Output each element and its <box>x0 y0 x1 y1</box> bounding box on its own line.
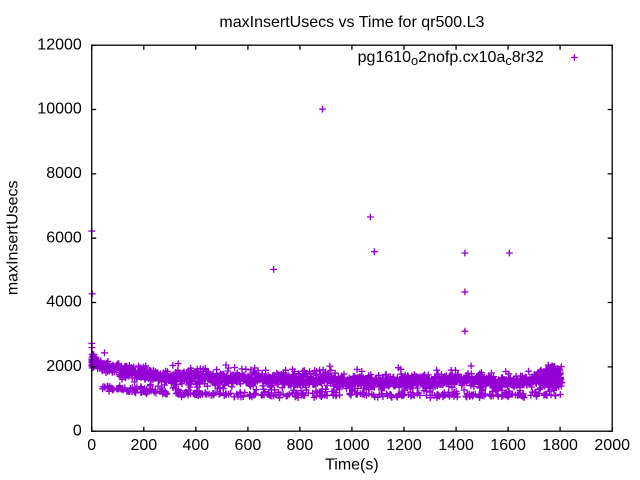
svg-text:Time(s): Time(s) <box>325 457 379 474</box>
svg-text:1400: 1400 <box>438 437 474 454</box>
svg-text:400: 400 <box>182 437 209 454</box>
svg-text:600: 600 <box>235 437 262 454</box>
svg-text:maxInsertUsecs: maxInsertUsecs <box>4 180 21 295</box>
svg-text:200: 200 <box>130 437 157 454</box>
svg-text:4000: 4000 <box>46 294 82 311</box>
svg-text:1800: 1800 <box>542 437 578 454</box>
svg-text:6000: 6000 <box>46 229 82 246</box>
svg-text:8000: 8000 <box>46 165 82 182</box>
svg-text:12000: 12000 <box>37 36 82 53</box>
svg-text:1000: 1000 <box>334 437 370 454</box>
svg-text:maxInsertUsecs vs Time for qr5: maxInsertUsecs vs Time for qr500.L3 <box>219 14 484 31</box>
svg-text:pg1610o2nofp.cx10ac8r32: pg1610o2nofp.cx10ac8r32 <box>358 49 544 68</box>
svg-text:0: 0 <box>73 422 82 439</box>
svg-text:1600: 1600 <box>490 437 526 454</box>
svg-text:2000: 2000 <box>46 358 82 375</box>
svg-text:0: 0 <box>87 437 96 454</box>
svg-text:2000: 2000 <box>594 437 630 454</box>
svg-text:1200: 1200 <box>386 437 422 454</box>
svg-text:800: 800 <box>287 437 314 454</box>
svg-text:10000: 10000 <box>37 101 82 118</box>
